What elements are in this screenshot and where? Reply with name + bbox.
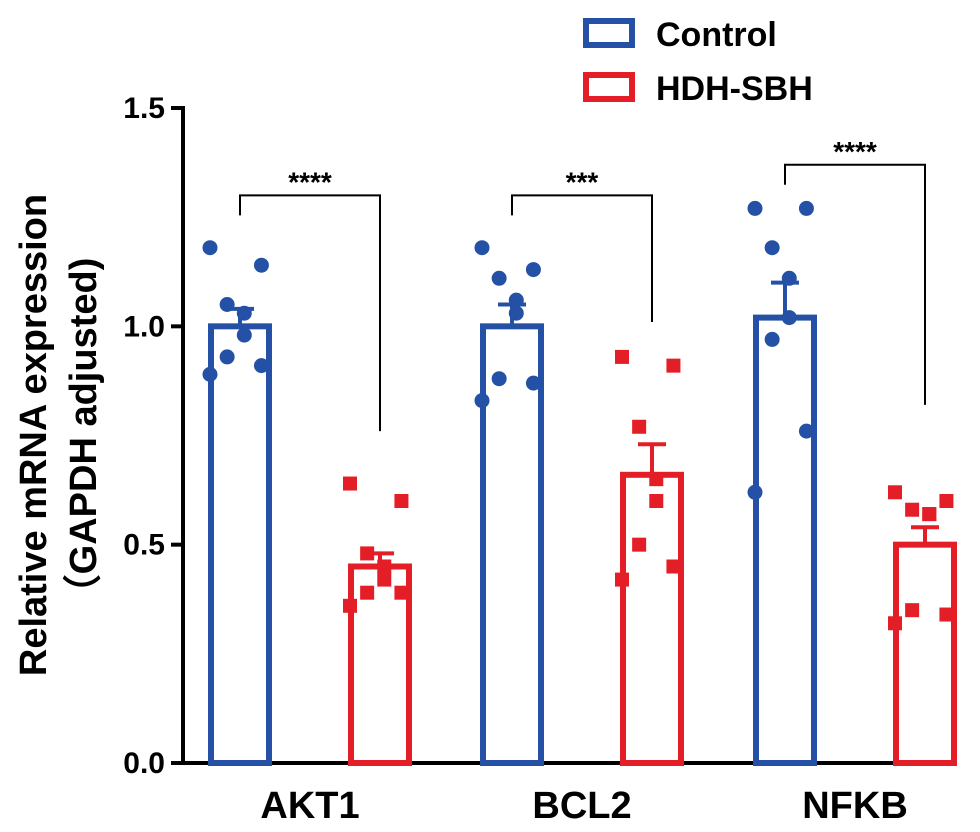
data-point-control [253, 257, 269, 273]
significance-bracket [239, 194, 381, 432]
data-point-control [202, 240, 218, 256]
data-point-hdh-sbh [615, 572, 629, 587]
data-point-hdh-sbh [632, 419, 647, 434]
y-axis-subtitle: （GAPDH adjusted) [63, 258, 105, 613]
data-point-control [764, 331, 780, 347]
legend-swatch-hdh-sbh [583, 72, 635, 102]
data-point-control [491, 270, 507, 286]
x-tick-label: NFKB [802, 785, 908, 827]
x-tick-label: AKT1 [260, 785, 359, 827]
data-point-control [253, 358, 269, 374]
data-point-hdh-sbh [905, 603, 920, 618]
y-axis-ticks: 0.0 0.5 1.0 1.5 [123, 92, 183, 780]
data-point-hdh-sbh [377, 559, 392, 574]
bar-hdh-sbh-bcl2 [620, 471, 684, 766]
data-point-hdh-sbh [615, 349, 629, 364]
legend-label: Control [656, 16, 777, 54]
data-point-control [474, 393, 490, 409]
legend-swatch-control [583, 18, 635, 48]
data-point-hdh-sbh [394, 585, 409, 600]
data-point-hdh-sbh [360, 585, 375, 600]
data-point-control [525, 262, 541, 278]
bar-control-akt1 [208, 323, 272, 766]
data-point-control [798, 423, 814, 439]
data-point-control [236, 327, 252, 343]
data-point-control [747, 200, 763, 216]
data-point-hdh-sbh [666, 358, 681, 373]
x-axis-categories: AKT1 BCL2 NFKB [260, 785, 907, 827]
y-axis-title: Relative mRNA expression [13, 194, 55, 676]
data-point-control [525, 375, 541, 391]
data-point-hdh-sbh [939, 607, 954, 622]
significance-bracket [511, 194, 653, 322]
data-point-hdh-sbh [888, 485, 902, 500]
data-point-control [781, 310, 797, 326]
data-point-hdh-sbh [343, 476, 357, 491]
data-point-control [747, 484, 763, 500]
data-point-control [508, 305, 524, 321]
data-point-control [491, 371, 507, 387]
data-point-control [474, 240, 490, 256]
axes [181, 106, 955, 765]
data-points [202, 200, 954, 631]
data-point-control [798, 200, 814, 216]
bars [208, 314, 957, 767]
y-tick-label: 0.5 [123, 529, 165, 562]
significance-bracket [784, 163, 926, 405]
bar-control-nfkb [753, 314, 817, 766]
y-tick-label: 1.5 [123, 92, 165, 125]
data-point-hdh-sbh [649, 472, 664, 487]
data-point-control [219, 297, 235, 312]
legend-label: HDH-SBH [656, 70, 813, 108]
data-point-control [236, 305, 252, 321]
data-point-hdh-sbh [939, 494, 954, 508]
bar-hdh-sbh-nfkb [893, 541, 957, 767]
x-tick-label: BCL2 [532, 785, 631, 827]
data-point-hdh-sbh [632, 537, 647, 552]
y-tick-label: 0.0 [123, 747, 165, 780]
data-point-control [508, 292, 524, 308]
data-point-hdh-sbh [360, 546, 375, 561]
significance-label: **** [833, 136, 877, 167]
data-point-control [219, 349, 235, 365]
data-point-hdh-sbh [888, 616, 902, 631]
significance-label: *** [566, 166, 599, 197]
y-tick-label: 1.0 [123, 310, 165, 343]
data-point-hdh-sbh [666, 559, 681, 574]
data-point-hdh-sbh [394, 494, 409, 508]
data-point-hdh-sbh [649, 494, 664, 508]
legend: Control HDH-SBH [583, 16, 813, 108]
data-point-hdh-sbh [922, 507, 937, 522]
error-bars [226, 280, 939, 567]
data-point-hdh-sbh [905, 502, 920, 517]
significance-brackets: **** ******* [239, 136, 926, 432]
data-point-control [764, 240, 780, 256]
data-point-hdh-sbh [377, 572, 392, 587]
data-point-hdh-sbh [343, 598, 357, 613]
data-point-control [202, 366, 218, 382]
significance-label: **** [288, 166, 332, 197]
data-point-control [781, 270, 797, 286]
bar-control-bcl2 [480, 323, 544, 766]
